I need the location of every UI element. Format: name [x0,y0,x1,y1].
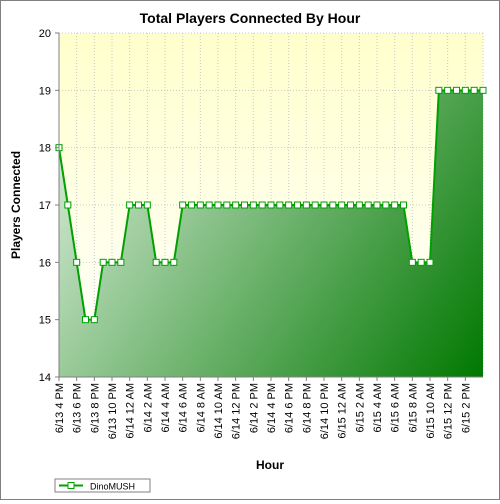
x-tick-label: 6/14 4 AM [160,383,172,433]
data-point [470,86,478,94]
x-tick-label: 6/14 2 PM [248,383,260,433]
data-point [373,201,381,209]
data-point [302,201,310,209]
x-tick-label: 6/13 8 PM [89,383,101,433]
data-point [276,201,284,209]
x-tick-label: 6/15 8 AM [407,383,419,433]
x-tick-label: 6/15 10 AM [425,383,437,439]
legend-marker [67,482,75,489]
data-point [382,201,390,209]
data-point [417,258,425,266]
data-point [285,201,293,209]
data-point [170,258,178,266]
x-tick-label: 6/14 4 PM [266,383,278,433]
data-point [179,201,187,209]
x-tick-label: 6/15 4 AM [372,383,384,433]
y-tick-label: 19 [39,85,51,97]
data-point [355,201,363,209]
data-point [223,201,231,209]
x-tick-label: 6/13 4 PM [54,383,66,433]
x-tick-label: 6/15 2 AM [354,383,366,433]
x-tick-label: 6/13 10 PM [107,383,119,439]
data-point [320,201,328,209]
legend-series-label: DinoMUSH [90,482,135,492]
data-point [479,86,487,94]
x-axis-label: Hour [256,458,284,472]
data-point [338,201,346,209]
data-point [461,86,469,94]
data-point [117,258,125,266]
data-point [99,258,107,266]
x-tick-label: 6/15 2 PM [460,383,472,433]
x-tick-label: 6/14 6 PM [284,383,296,433]
data-point [258,201,266,209]
data-point [241,201,248,209]
data-point [267,201,275,209]
data-point [161,258,169,266]
data-point [364,201,372,209]
x-tick-label: 6/14 8 PM [301,383,313,433]
y-tick-label: 20 [39,28,51,40]
data-point [311,201,319,209]
y-axis-label: Players Connected [9,151,23,259]
legend: DinoMUSH [54,478,151,493]
x-tick-label: 6/13 6 PM [72,383,84,433]
data-point [400,201,407,209]
data-point [408,258,416,266]
data-point [126,201,134,209]
data-point [152,258,160,266]
data-point [347,201,354,209]
legend-box [54,478,151,493]
data-point [82,316,89,324]
data-point [143,201,151,209]
data-point [214,201,222,209]
y-tick-label: 15 [39,315,51,327]
data-point [108,258,116,266]
y-tick-label: 16 [39,257,51,269]
x-tick-label: 6/14 8 AM [195,383,207,433]
x-tick-label: 6/14 10 AM [213,383,225,439]
data-point [232,201,240,209]
data-point [426,258,434,266]
data-point [329,201,337,209]
data-point [453,86,460,94]
x-tick-label: 6/14 2 AM [142,383,154,433]
chart-title: Total Players Connected By Hour [140,10,361,26]
x-axis-ticks: 6/13 4 PM 6/13 6 PM 6/13 8 PM 6/13 10 PM 6/1… [54,377,472,439]
y-tick-label: 18 [39,143,51,155]
data-point [135,201,142,209]
x-tick-label: 6/15 12 PM [443,383,455,439]
data-point [73,258,81,266]
x-tick-label: 6/14 10 PM [319,383,331,439]
data-point [205,201,213,209]
x-tick-label: 6/15 6 AM [390,383,402,433]
x-tick-label: 6/14 12 PM [231,383,243,439]
data-point [435,86,443,94]
data-point [196,201,204,209]
y-tick-label: 17 [39,200,51,212]
data-point [444,86,452,94]
data-point [188,201,195,209]
x-tick-label: 6/15 12 AM [337,383,349,439]
data-point [391,201,399,209]
data-point [294,201,301,209]
data-point [90,316,98,324]
x-tick-label: 6/14 6 AM [178,383,190,433]
series-area-fill [59,90,483,377]
y-tick-label: 14 [39,372,51,384]
y-axis-ticks: 14 15 16 17 18 19 20 [39,28,59,384]
x-tick-label: 6/14 12 AM [125,383,137,439]
data-point [249,201,257,209]
data-point [64,201,72,209]
